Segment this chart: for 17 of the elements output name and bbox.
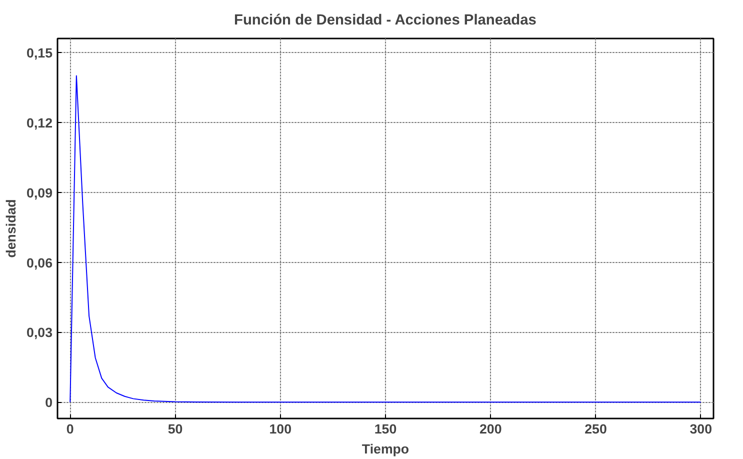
x-tick-label: 0 — [66, 422, 74, 436]
x-tick-label: 100 — [269, 422, 292, 436]
line-series — [70, 75, 702, 403]
x-tick-label: 300 — [690, 422, 712, 436]
y-tick-label: 0,09 — [26, 185, 53, 200]
y-axis-title: densidad — [4, 199, 19, 258]
x-axis-title: Tiempo — [362, 442, 410, 456]
x-tick-label: 250 — [584, 422, 607, 436]
chart-title: Función de Densidad - Acciones Planeadas — [234, 12, 536, 28]
y-tick-label: 0,06 — [26, 255, 53, 270]
x-tick-label: 50 — [168, 422, 183, 436]
x-tick-label: 150 — [374, 422, 397, 436]
x-tick-label: 200 — [480, 422, 502, 436]
y-tick-label: 0,15 — [26, 45, 54, 60]
y-tick-label: 0 — [45, 395, 53, 410]
y-tick-label: 0,03 — [26, 325, 53, 340]
y-tick-label: 0,12 — [26, 115, 53, 130]
